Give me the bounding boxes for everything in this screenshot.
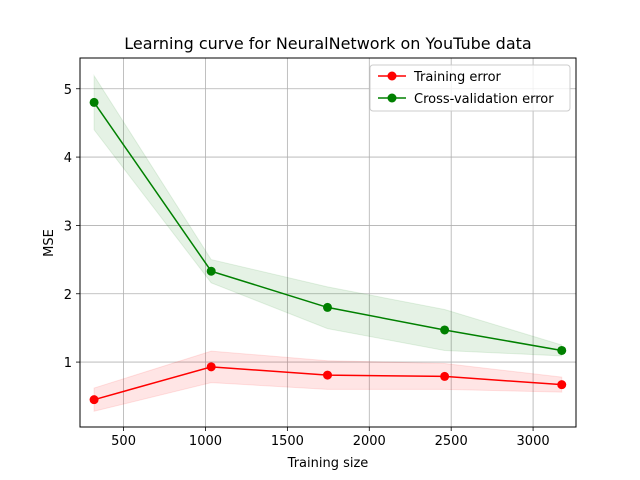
x-tick-label: 3000 — [517, 434, 550, 449]
legend-label-cv: Cross-validation error — [414, 92, 554, 107]
x-tick-label: 1000 — [189, 434, 222, 449]
y-tick-label: 5 — [64, 83, 72, 98]
y-tick-label: 2 — [64, 288, 72, 303]
legend-label-training: Training error — [413, 70, 502, 85]
series-lines — [89, 97, 567, 405]
legend-marker-training — [387, 71, 397, 81]
legend-marker-cv — [387, 93, 397, 103]
band-cv — [93, 74, 563, 357]
x-tick-label: 500 — [111, 434, 136, 449]
x-tick-label: 1500 — [271, 434, 304, 449]
y-tick-label: 1 — [64, 356, 72, 371]
point-cv — [89, 97, 99, 107]
point-training — [89, 395, 99, 405]
point-cv — [440, 325, 450, 335]
point-training — [206, 362, 216, 372]
x-tick-label: 2000 — [353, 434, 386, 449]
y-axis-label: MSE — [42, 229, 57, 257]
point-training — [440, 371, 450, 381]
point-cv — [206, 266, 216, 276]
axis-ticks: 500 1000 1500 2000 2500 3000 1 2 3 4 5 — [64, 83, 550, 449]
y-tick-label: 4 — [64, 151, 72, 166]
point-training — [557, 380, 567, 390]
chart-title: Learning curve for NeuralNetwork on YouT… — [124, 34, 531, 53]
legend-box — [369, 64, 571, 112]
x-axis-label: Training size — [287, 456, 369, 471]
point-cv — [323, 302, 333, 312]
plot-frame — [79, 57, 577, 428]
legend: Training error Cross-validation error — [369, 64, 571, 112]
x-tick-label: 2500 — [435, 434, 468, 449]
y-tick-label: 3 — [64, 219, 72, 234]
point-cv — [557, 345, 567, 355]
point-training — [323, 370, 333, 380]
